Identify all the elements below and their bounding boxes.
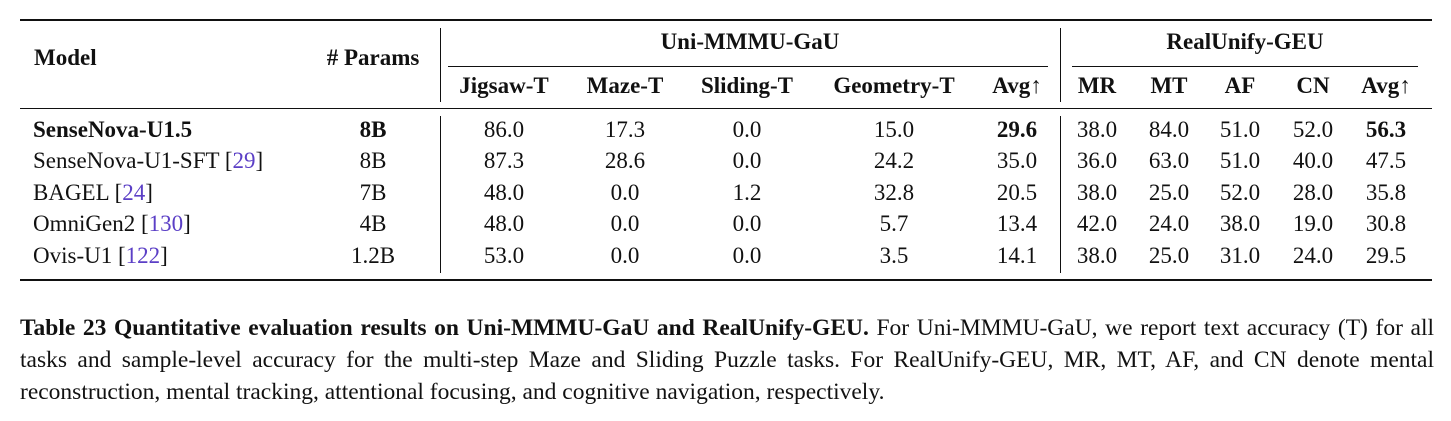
cell-uni-2: 0.0 xyxy=(732,117,762,142)
model-label: OmniGen2 xyxy=(33,211,136,236)
cell-real-0: 38.0 xyxy=(1076,180,1118,205)
cell-uni-3: 5.7 xyxy=(879,211,909,236)
caption-title: Table 23 Quantitative evaluation results… xyxy=(20,315,869,341)
cell-uni-3: 15.0 xyxy=(873,117,915,142)
cell-uni-0: 48.0 xyxy=(483,211,525,236)
header-group-realunify: RealUnify-GEU xyxy=(1166,29,1324,54)
cell-uni-0: 86.0 xyxy=(483,117,525,142)
cell-uni-2: 1.2 xyxy=(732,180,762,205)
header-rule xyxy=(20,108,1432,109)
row-params: 4B xyxy=(359,211,387,236)
row-model-name: OmniGen2 [130] xyxy=(33,211,191,236)
cell-real-1: 25.0 xyxy=(1148,180,1190,205)
cell-uni-2: 0.0 xyxy=(732,211,762,236)
header-col-uni-0: Jigsaw-T xyxy=(459,73,549,98)
cell-real-1: 24.0 xyxy=(1148,211,1190,236)
row-model-name: BAGEL [24] xyxy=(33,180,153,205)
model-label: SenseNova-U1.5 xyxy=(33,117,193,142)
cell-uni-1: 0.0 xyxy=(610,180,640,205)
row-params: 7B xyxy=(359,180,387,205)
caption-body: For Uni-MMMU-GaU, we report text accurac… xyxy=(20,315,1435,405)
header-model: Model xyxy=(34,45,97,70)
cell-uni-1: 0.0 xyxy=(610,211,640,236)
cell-real-3: 52.0 xyxy=(1292,117,1334,142)
vsep-groups-body xyxy=(1060,116,1061,273)
row-model-name: Ovis-U1 [122] xyxy=(33,243,168,268)
cell-real-4: 30.8 xyxy=(1365,211,1407,236)
citation-link[interactable]: 29 xyxy=(232,148,256,173)
header-group-uni-mmmu: Uni-MMMU-GaU xyxy=(660,29,840,54)
cell-uni-0: 87.3 xyxy=(483,148,525,173)
cell-real-4: 35.8 xyxy=(1365,180,1407,205)
cell-real-4: 29.5 xyxy=(1365,243,1407,268)
cell-uni-1: 17.3 xyxy=(604,117,646,142)
header-col-real-2: AF xyxy=(1224,73,1256,98)
cell-real-2: 51.0 xyxy=(1219,117,1261,142)
cell-real-3: 40.0 xyxy=(1292,148,1334,173)
header-params: # Params xyxy=(326,45,420,70)
header-col-uni-3: Geometry-T xyxy=(833,73,955,98)
header-col-real-1: MT xyxy=(1150,73,1188,98)
citation-link[interactable]: 24 xyxy=(122,180,146,205)
cell-real-0: 38.0 xyxy=(1076,117,1118,142)
cell-uni-4: 13.4 xyxy=(996,211,1038,236)
header-col-real-0: MR xyxy=(1077,73,1117,98)
citation-link[interactable]: 122 xyxy=(125,243,161,268)
model-label: BAGEL xyxy=(33,180,109,205)
model-label: Ovis-U1 xyxy=(33,243,113,268)
vsep-params xyxy=(440,28,441,102)
cell-uni-0: 48.0 xyxy=(483,180,525,205)
row-model-name: SenseNova-U1-SFT [29] xyxy=(33,148,264,173)
group2-underline xyxy=(1072,66,1418,67)
cell-real-3: 24.0 xyxy=(1292,243,1334,268)
cell-real-1: 63.0 xyxy=(1148,148,1190,173)
row-model-name: SenseNova-U1.5 xyxy=(33,116,192,144)
cell-uni-1: 0.0 xyxy=(610,243,640,268)
header-col-real-3: CN xyxy=(1296,73,1330,98)
row-params: 1.2B xyxy=(350,243,396,268)
row-params: 8B xyxy=(359,117,387,142)
cell-uni-2: 0.0 xyxy=(732,243,762,268)
cell-uni-0: 53.0 xyxy=(483,243,525,268)
row-params: 8B xyxy=(359,148,387,173)
cell-uni-2: 0.0 xyxy=(732,148,762,173)
cell-real-4: 56.3 xyxy=(1365,117,1407,142)
header-col-uni-2: Sliding-T xyxy=(700,73,794,98)
model-label: SenseNova-U1-SFT xyxy=(33,148,220,173)
header-col-real-4: Avg↑ xyxy=(1361,73,1411,98)
cell-real-4: 47.5 xyxy=(1365,148,1407,173)
cell-uni-3: 24.2 xyxy=(873,148,915,173)
table-caption: Table 23 Quantitative evaluation results… xyxy=(20,312,1434,408)
top-rule xyxy=(20,19,1432,21)
cell-uni-3: 32.8 xyxy=(873,180,915,205)
cell-real-2: 51.0 xyxy=(1219,148,1261,173)
cell-real-1: 84.0 xyxy=(1148,117,1190,142)
cell-real-0: 38.0 xyxy=(1076,243,1118,268)
cell-real-2: 52.0 xyxy=(1219,180,1261,205)
cell-real-0: 36.0 xyxy=(1076,148,1118,173)
citation-link[interactable]: 130 xyxy=(148,211,184,236)
cell-uni-3: 3.5 xyxy=(879,243,909,268)
cell-real-0: 42.0 xyxy=(1076,211,1118,236)
cell-uni-4: 14.1 xyxy=(996,243,1038,268)
cell-real-2: 38.0 xyxy=(1219,211,1261,236)
header-col-uni-1: Maze-T xyxy=(586,73,664,98)
group1-underline xyxy=(448,66,1048,67)
cell-real-3: 28.0 xyxy=(1292,180,1334,205)
vsep-params-body xyxy=(440,116,441,273)
cell-real-1: 25.0 xyxy=(1148,243,1190,268)
bottom-rule xyxy=(20,279,1432,281)
cell-uni-4: 20.5 xyxy=(996,180,1038,205)
header-col-uni-4: Avg↑ xyxy=(992,73,1042,98)
cell-uni-4: 29.6 xyxy=(996,117,1038,142)
cell-real-3: 19.0 xyxy=(1292,211,1334,236)
vsep-groups xyxy=(1060,28,1061,102)
cell-uni-4: 35.0 xyxy=(996,148,1038,173)
cell-uni-1: 28.6 xyxy=(604,148,646,173)
cell-real-2: 31.0 xyxy=(1219,243,1261,268)
